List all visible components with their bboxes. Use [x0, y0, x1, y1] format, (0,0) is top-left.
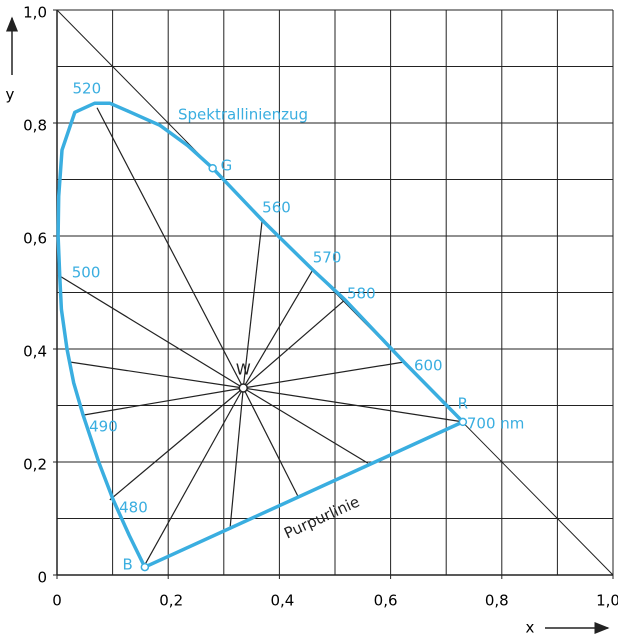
- point-label: 480: [119, 498, 148, 516]
- x-tick-label: 0,4: [270, 592, 294, 610]
- white-point: [238, 383, 249, 393]
- y-axis-label: y: [6, 86, 15, 104]
- complementary-line: [243, 361, 405, 389]
- point-label: G: [221, 157, 233, 175]
- complementary-line: [69, 361, 244, 389]
- point-label: 580: [347, 284, 376, 302]
- complementary-line: [96, 107, 244, 389]
- y-tick-label: 1,0: [23, 4, 47, 22]
- y-tick-label: 0: [37, 569, 47, 587]
- y-tick-label: 0,4: [23, 343, 47, 361]
- complementary-line: [243, 387, 463, 423]
- y-tick-label: 0,6: [23, 230, 47, 248]
- point-label: 490: [89, 418, 118, 436]
- locus-label: Spektrallinienzug: [178, 106, 308, 124]
- point-label: R: [458, 394, 468, 412]
- purple-line: [144, 420, 464, 569]
- complementary-line: [242, 387, 299, 498]
- complementary-line: [242, 269, 314, 389]
- x-tick-label: 0,2: [159, 592, 183, 610]
- y-tick-label: 0,2: [23, 456, 47, 474]
- point-label: 570: [313, 248, 342, 266]
- y-tick-label: 0,8: [23, 117, 47, 135]
- point-label: 560: [262, 199, 291, 217]
- x-tick-label: 0,6: [374, 592, 398, 610]
- complementary-line: [229, 387, 244, 530]
- complementary-line: [242, 220, 263, 389]
- point-label: 700 nm: [467, 414, 525, 432]
- point-label: B: [123, 556, 133, 574]
- point-label: 600: [414, 356, 443, 374]
- primary-point: [208, 163, 217, 173]
- x-tick-label: 1,0: [596, 592, 618, 610]
- primary-point: [140, 562, 150, 572]
- complementary-line: [242, 299, 346, 389]
- x-axis-label: x: [526, 619, 535, 637]
- point-label: 520: [72, 80, 101, 98]
- spectral-locus: [56, 101, 465, 568]
- complementary-line: [83, 387, 244, 416]
- white-point-label: W: [236, 360, 251, 378]
- point-label: 500: [72, 264, 101, 282]
- complementary-line: [109, 387, 244, 501]
- x-tick-label: 0,8: [485, 592, 509, 610]
- x-tick-label: 0: [52, 592, 62, 610]
- complementary-line: [144, 387, 244, 566]
- primary-point: [458, 417, 468, 427]
- complementary-line: [57, 274, 244, 389]
- complementary-line: [242, 387, 369, 464]
